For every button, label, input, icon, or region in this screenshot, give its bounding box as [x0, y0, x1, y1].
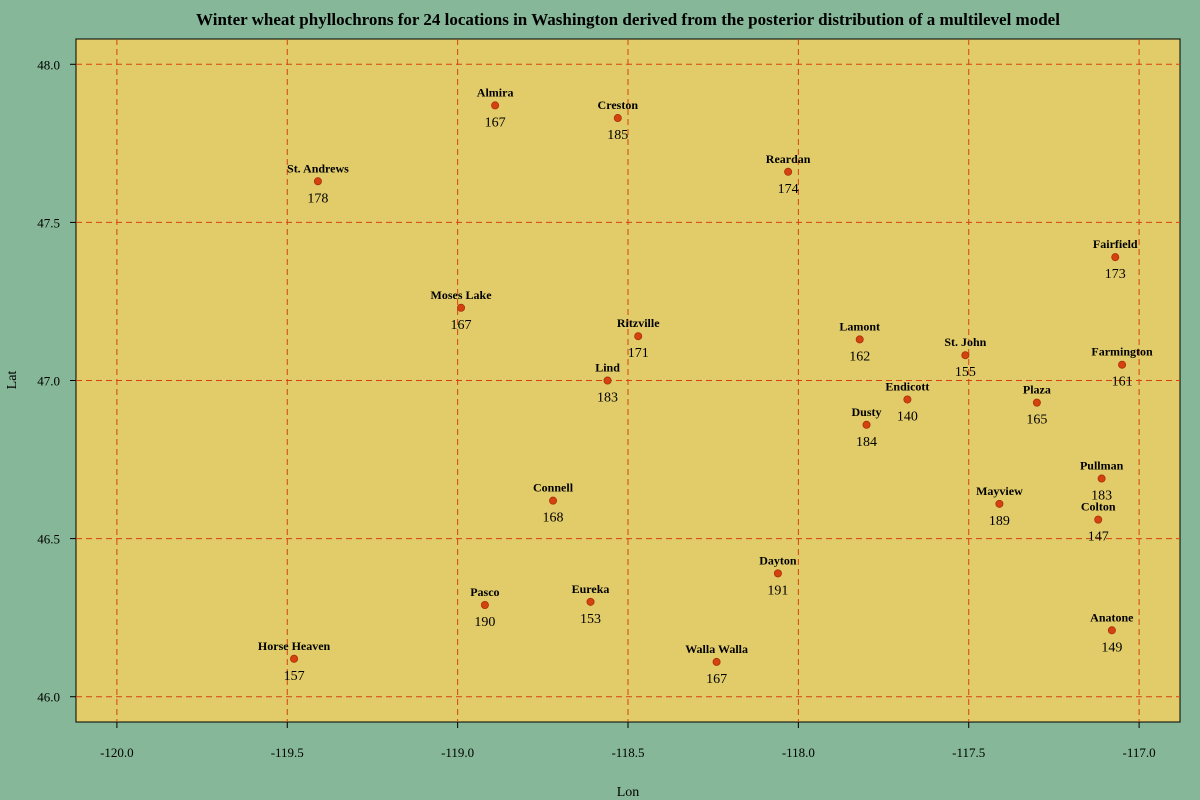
- point-name-label: Pasco: [470, 585, 499, 599]
- point-value-label: 174: [778, 182, 799, 197]
- data-point: [855, 335, 864, 344]
- data-point: [290, 654, 299, 663]
- point-name-label: Eureka: [572, 582, 610, 596]
- point-name-label: Endicott: [885, 379, 929, 393]
- y-tick-label: 47.5: [37, 215, 60, 230]
- data-point: [480, 601, 489, 610]
- data-point: [1118, 360, 1127, 369]
- point-name-label: Horse Heaven: [258, 639, 331, 653]
- point-name-label: Reardan: [766, 152, 811, 166]
- point-value-label: 190: [474, 615, 495, 630]
- y-tick-label: 47.0: [37, 374, 60, 389]
- data-point: [1032, 398, 1041, 407]
- x-tick-label: -118.5: [611, 745, 644, 760]
- point-name-label: St. John: [944, 335, 986, 349]
- point-value-label: 189: [989, 514, 1010, 529]
- chart-title: Winter wheat phyllochrons for 24 locatio…: [196, 10, 1060, 29]
- point-name-label: Dusty: [852, 405, 882, 419]
- point-value-label: 185: [607, 128, 628, 143]
- point-value-label: 153: [580, 612, 601, 627]
- point-value-label: 157: [284, 669, 305, 684]
- point-value-label: 168: [543, 511, 564, 526]
- y-tick-label: 46.0: [37, 690, 60, 705]
- x-axis-label: Lon: [617, 785, 640, 800]
- point-name-label: Farmington: [1091, 345, 1153, 359]
- point-name-label: Dayton: [759, 553, 797, 567]
- point-value-label: 167: [485, 115, 506, 130]
- point-value-label: 167: [451, 318, 472, 333]
- data-point: [1107, 626, 1116, 635]
- point-value-label: 183: [597, 391, 618, 406]
- data-point: [862, 420, 871, 429]
- point-name-label: Ritzville: [617, 316, 660, 330]
- data-point: [313, 177, 322, 186]
- x-tick-label: -120.0: [100, 745, 134, 760]
- x-tick-label: -118.0: [782, 745, 815, 760]
- point-value-label: 178: [307, 191, 328, 206]
- data-point: [613, 114, 622, 123]
- data-point: [903, 395, 912, 404]
- data-point: [995, 499, 1004, 508]
- point-name-label: Connell: [533, 481, 574, 495]
- point-value-label: 171: [628, 346, 649, 361]
- point-value-label: 155: [955, 365, 976, 380]
- x-tick-label: -117.5: [952, 745, 985, 760]
- data-point: [634, 332, 643, 341]
- point-value-label: 167: [706, 672, 727, 687]
- data-point: [457, 303, 466, 312]
- point-value-label: 183: [1091, 489, 1112, 504]
- point-name-label: Lamont: [839, 319, 880, 333]
- point-name-label: Anatone: [1090, 610, 1134, 624]
- point-value-label: 165: [1026, 413, 1047, 428]
- point-value-label: 161: [1112, 375, 1133, 390]
- point-name-label: Creston: [598, 98, 639, 112]
- data-point: [586, 597, 595, 606]
- point-value-label: 162: [849, 349, 870, 364]
- y-tick-label: 46.5: [37, 532, 60, 547]
- point-name-label: Plaza: [1023, 383, 1051, 397]
- axis-ticks: -120.0 -119.5 -119.0 -118.5 -118.0 -117.5 -117…: [37, 57, 1155, 760]
- data-point: [603, 376, 612, 385]
- y-axis-label: Lat: [5, 371, 20, 390]
- data-point: [1111, 253, 1120, 262]
- data-point: [549, 496, 558, 505]
- data-points: Almira 167 Creston 185 Reardan 174 St. Andrews…: [258, 85, 1153, 687]
- data-point: [1097, 474, 1106, 483]
- point-name-label: Walla Walla: [685, 642, 748, 656]
- y-tick-label: 48.0: [37, 57, 60, 72]
- data-point: [1094, 515, 1103, 524]
- x-tick-label: -119.5: [271, 745, 304, 760]
- point-name-label: Almira: [477, 85, 514, 99]
- point-value-label: 149: [1101, 640, 1122, 655]
- point-value-label: 184: [856, 435, 877, 450]
- data-point: [961, 351, 970, 360]
- point-value-label: 140: [897, 409, 918, 424]
- point-name-label: Pullman: [1080, 459, 1124, 473]
- point-value-label: 191: [767, 583, 788, 598]
- point-name-label: Moses Lake: [431, 288, 493, 302]
- point-value-label: 147: [1088, 530, 1109, 545]
- point-name-label: St. Andrews: [287, 161, 349, 175]
- data-point: [784, 167, 793, 176]
- grid-lines: [76, 39, 1180, 722]
- point-value-label: 173: [1105, 267, 1126, 282]
- x-tick-label: -119.0: [441, 745, 474, 760]
- point-name-label: Lind: [595, 361, 620, 375]
- data-point: [491, 101, 500, 110]
- point-name-label: Mayview: [976, 484, 1023, 498]
- data-point: [712, 657, 721, 666]
- point-name-label: Fairfield: [1093, 237, 1138, 251]
- data-point: [773, 569, 782, 578]
- x-tick-label: -117.0: [1123, 745, 1156, 760]
- point-name-label: Colton: [1081, 500, 1116, 514]
